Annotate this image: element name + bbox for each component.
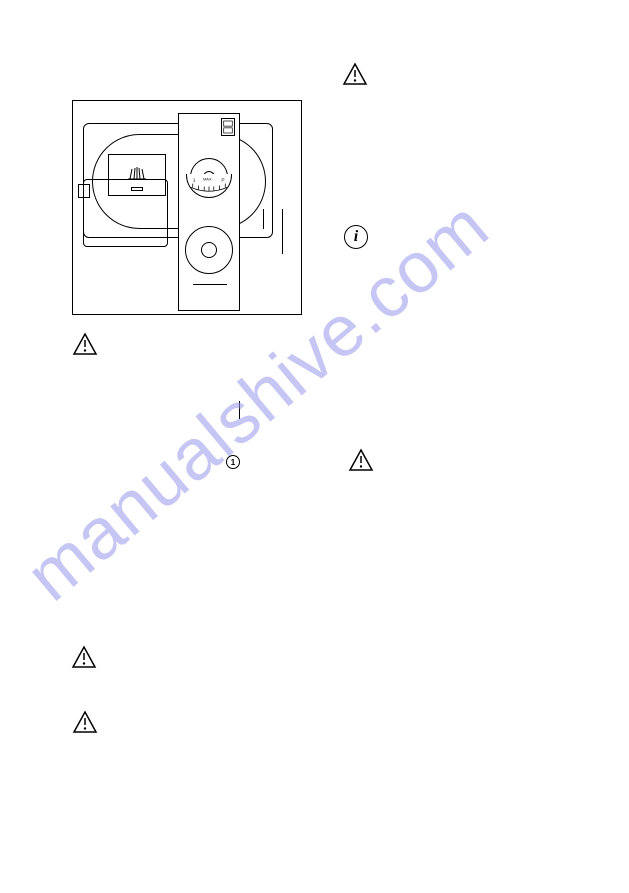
warning-icon — [71, 645, 97, 669]
info-glyph: i — [354, 228, 358, 246]
dial-label-min: 1 — [193, 178, 196, 184]
fill-opening-center — [201, 242, 217, 258]
detergent-lid — [83, 179, 168, 247]
dial-label-p: P — [221, 178, 224, 184]
warning-icon — [342, 62, 368, 86]
dosage-dial: 1 MAX P — [186, 174, 232, 198]
info-icon: i — [344, 225, 368, 249]
warning-icon — [72, 332, 98, 356]
rinse-aid-panel: 1 MAX P — [178, 113, 240, 311]
step-number-icon: 1 — [226, 455, 240, 469]
leader-line — [282, 209, 283, 254]
dispenser-diagram: 1 MAX P — [72, 100, 302, 315]
warning-icon — [72, 710, 98, 734]
leader-line — [239, 401, 240, 419]
fill-indicator — [221, 118, 235, 136]
fill-opening — [185, 226, 233, 274]
step-glyph: 1 — [231, 458, 235, 467]
warning-icon — [348, 448, 374, 472]
panel-line — [193, 284, 227, 285]
dial-label-max: MAX — [203, 178, 212, 182]
